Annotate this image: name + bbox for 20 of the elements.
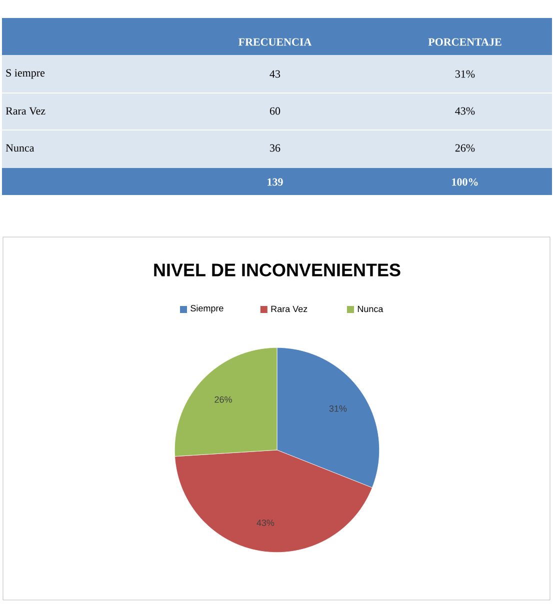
text: 43% bbox=[455, 107, 475, 115]
chart-title: NIVEL DE INCONVENIENTES bbox=[154, 264, 400, 276]
text: S iempre bbox=[6, 69, 45, 79]
text: 31% bbox=[455, 70, 475, 78]
text: PORCENTAJE bbox=[428, 38, 502, 46]
data-label: 31% bbox=[329, 405, 347, 412]
text: Rara Vez bbox=[6, 107, 46, 115]
data-label: 43% bbox=[256, 520, 274, 526]
text: 36 bbox=[270, 144, 280, 152]
text: 26% bbox=[455, 144, 475, 152]
text: 100% bbox=[452, 178, 478, 186]
text: Nunca bbox=[6, 144, 34, 152]
legend-label: Siempre bbox=[190, 304, 224, 314]
data-label: 26% bbox=[214, 396, 232, 403]
text: 139 bbox=[268, 178, 283, 186]
text: 60 bbox=[270, 107, 280, 115]
text: FRECUENCIA bbox=[238, 38, 312, 46]
text: 43 bbox=[270, 70, 280, 78]
legend-label: Rara Vez bbox=[271, 306, 308, 312]
legend-label: Nunca bbox=[358, 306, 384, 312]
